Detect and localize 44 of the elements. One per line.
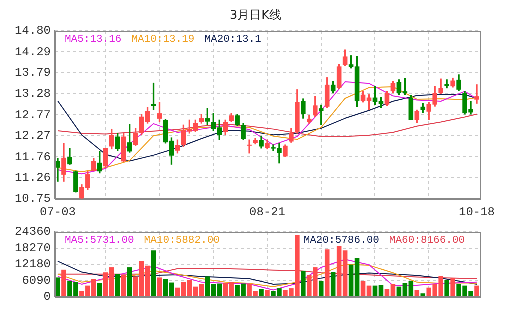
bar	[474, 286, 480, 296]
y-tick-label: 14.29	[14, 45, 51, 60]
bar	[127, 268, 132, 296]
bar	[56, 278, 60, 296]
bar	[444, 280, 450, 296]
bar	[115, 274, 120, 296]
y-tick-label: 24360	[14, 225, 51, 240]
y-tick-label: 6090	[22, 274, 51, 288]
bar	[121, 274, 126, 296]
bar	[259, 289, 264, 296]
y-tick-label: 18270	[14, 241, 51, 256]
y-tick-label: 0	[44, 290, 51, 304]
y-tick-label: 12180	[14, 258, 51, 272]
bar	[301, 270, 306, 296]
bar	[157, 278, 162, 296]
y-tick-label: 10.75	[14, 192, 51, 206]
bar	[151, 250, 156, 296]
bar	[414, 290, 420, 296]
y-tick-label: 14.80	[14, 24, 51, 38]
y-tick-label: 12.27	[14, 129, 51, 144]
text: MA10:13.19	[132, 34, 195, 46]
x-tick-label: 08-21	[249, 205, 286, 220]
text: MA5:5731.00	[65, 234, 134, 247]
y-tick-label: 12.77	[14, 108, 51, 122]
bar	[450, 278, 456, 296]
text: MA20:13.1	[204, 34, 262, 46]
bar	[318, 281, 324, 296]
text: MA60:8166.00	[389, 234, 466, 247]
bar	[330, 272, 336, 296]
y-tick-label: 13.28	[14, 87, 51, 102]
bar	[98, 283, 102, 296]
text: MA10:5882.00	[144, 234, 220, 247]
y-tick-label: 11.76	[14, 150, 51, 164]
x-tick-label: 07-03	[40, 205, 76, 220]
bar	[420, 294, 426, 296]
text: MA20:5786.00	[304, 234, 380, 247]
y-tick-label: 11.26	[14, 171, 51, 186]
bar	[265, 290, 270, 296]
y-tick-label: 13.79	[14, 66, 51, 80]
x-tick-label: 10-18	[459, 205, 496, 220]
chart-title: 3月日K线	[230, 7, 282, 24]
text: MA5:13.16	[65, 34, 122, 46]
bar	[62, 270, 66, 296]
bar	[324, 250, 330, 296]
